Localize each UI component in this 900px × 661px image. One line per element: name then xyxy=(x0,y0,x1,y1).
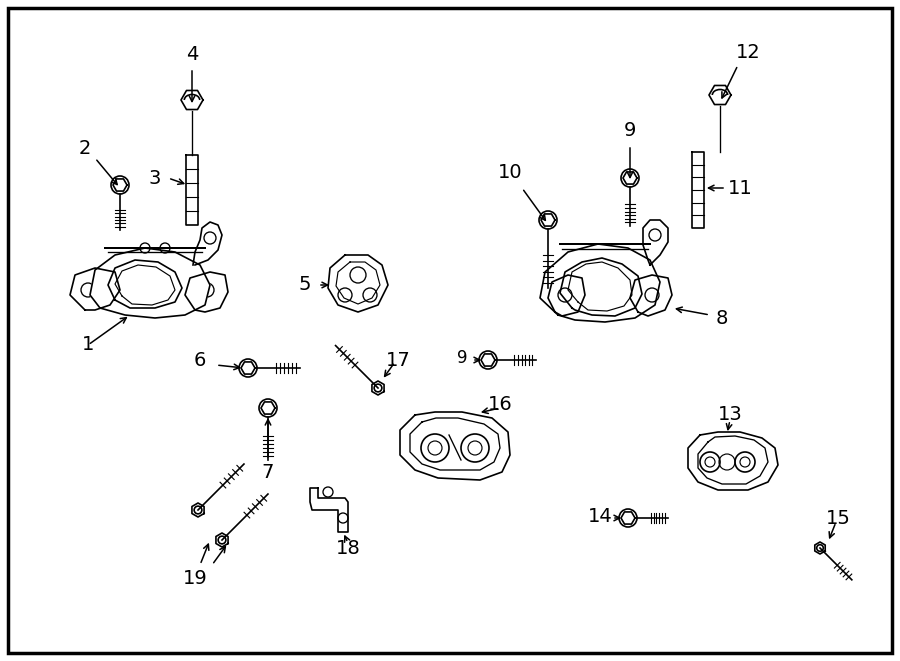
Polygon shape xyxy=(241,362,255,374)
Polygon shape xyxy=(113,179,127,191)
Polygon shape xyxy=(70,268,120,310)
Text: 15: 15 xyxy=(825,508,850,527)
Text: 10: 10 xyxy=(498,163,522,182)
Text: 7: 7 xyxy=(262,463,274,481)
Polygon shape xyxy=(541,214,555,226)
Text: 14: 14 xyxy=(588,506,612,525)
Polygon shape xyxy=(108,260,182,308)
Text: 9: 9 xyxy=(456,349,467,367)
Polygon shape xyxy=(481,354,495,366)
Polygon shape xyxy=(261,402,275,414)
Polygon shape xyxy=(310,488,348,532)
Polygon shape xyxy=(688,432,778,490)
Polygon shape xyxy=(185,272,228,312)
Text: 18: 18 xyxy=(336,539,360,557)
Text: 13: 13 xyxy=(717,405,742,424)
Polygon shape xyxy=(193,222,222,265)
Polygon shape xyxy=(623,172,637,184)
Polygon shape xyxy=(548,275,585,316)
Polygon shape xyxy=(621,512,635,524)
Polygon shape xyxy=(181,91,203,110)
Polygon shape xyxy=(90,248,210,318)
Text: 2: 2 xyxy=(79,139,91,157)
Polygon shape xyxy=(328,255,388,312)
Polygon shape xyxy=(560,258,642,316)
Text: 5: 5 xyxy=(299,276,311,295)
Text: 4: 4 xyxy=(185,46,198,65)
Text: 17: 17 xyxy=(385,350,410,369)
Polygon shape xyxy=(709,85,731,104)
Text: 1: 1 xyxy=(82,336,94,354)
Text: 9: 9 xyxy=(624,120,636,139)
Polygon shape xyxy=(186,155,198,225)
Text: 3: 3 xyxy=(148,169,161,188)
Text: 16: 16 xyxy=(488,395,512,414)
Polygon shape xyxy=(692,152,704,228)
Text: 11: 11 xyxy=(727,178,752,198)
Text: 19: 19 xyxy=(183,568,207,588)
Polygon shape xyxy=(540,244,660,322)
Text: 6: 6 xyxy=(194,350,206,369)
Text: 8: 8 xyxy=(716,309,728,327)
Polygon shape xyxy=(630,275,672,316)
Polygon shape xyxy=(400,412,510,480)
Text: 12: 12 xyxy=(735,42,760,61)
Polygon shape xyxy=(643,220,668,265)
